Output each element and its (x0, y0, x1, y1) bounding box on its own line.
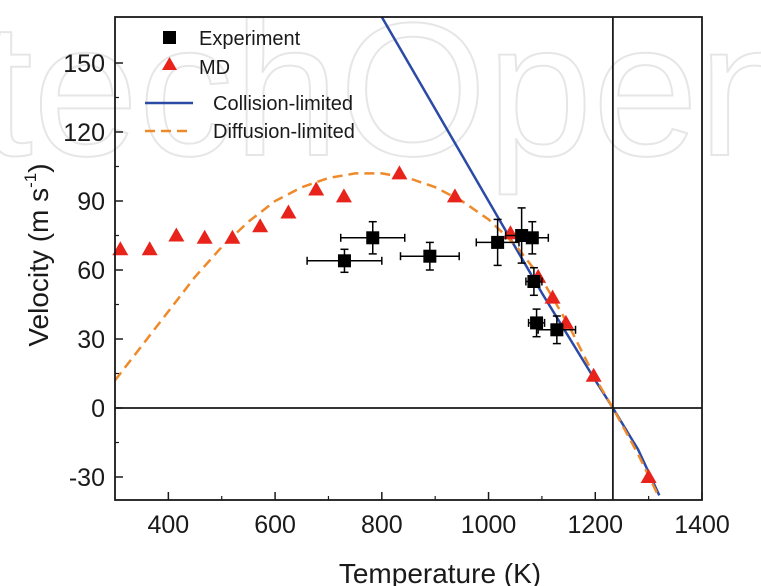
md-point-13 (544, 289, 561, 304)
legend-label-collision: Collision-limited (213, 93, 353, 115)
y-tick-label-3: 60 (77, 257, 105, 285)
x-tick-label-5: 1400 (674, 511, 730, 539)
plot-frame (114, 16, 703, 501)
experiment-point-1 (339, 220, 406, 255)
experiment-point-7 (527, 308, 546, 338)
md-point-15 (585, 367, 602, 382)
y-tick-label-6: 150 (63, 50, 105, 78)
experiment-point-8 (537, 315, 577, 345)
legend-label-diffusion: Diffusion-limited (213, 121, 355, 143)
md-point-4 (224, 229, 241, 244)
md-point-7 (308, 181, 325, 196)
md-point-3 (196, 229, 213, 244)
reference-lines (115, 17, 702, 500)
md-markers (112, 165, 657, 483)
experiment-point-5 (515, 220, 550, 255)
legend-marker-md (162, 57, 177, 70)
diffusion-limited-line (114, 172, 661, 499)
y-axis-title-close: ) (23, 163, 54, 172)
legend-label-experiment: Experiment (199, 28, 301, 50)
experiment-marker-7 (530, 316, 544, 330)
legend: Experiment MD Collision-limited Diffusio… (145, 28, 355, 143)
x-tick-label-0: 400 (148, 511, 190, 539)
md-point-5 (252, 218, 269, 233)
experiment-marker-4 (515, 229, 529, 242)
md-point-1 (141, 241, 158, 256)
axis-ticks: 400 600 800 1000 1200 1400 -30 0 30 60 90 120 150 (63, 50, 730, 539)
md-point-8 (335, 188, 352, 203)
md-point-16 (640, 469, 657, 483)
experiment-point-0 (306, 248, 383, 274)
collision-limited-line (380, 16, 661, 496)
experiment-marker-8 (550, 323, 564, 337)
x-tick-label-3: 1000 (461, 511, 517, 539)
md-point-6 (280, 204, 297, 219)
experiment-marker-0 (337, 254, 351, 268)
y-tick-label-4: 90 (77, 188, 105, 216)
experiment-marker-3 (491, 235, 505, 249)
legend-marker-experiment (163, 31, 176, 44)
md-point-9 (391, 165, 408, 180)
legend-label-md: MD (199, 57, 230, 79)
watermark-text: techOpen (0, 0, 761, 196)
y-tick-label-0: -30 (69, 464, 105, 492)
experiment-point-2 (399, 241, 460, 271)
x-axis-title: Temperature (K) (339, 558, 541, 586)
experiment-marker-5 (525, 231, 539, 245)
x-tick-label-2: 800 (361, 511, 403, 539)
md-point-0 (112, 241, 129, 256)
y-axis-title: Velocity (m s-1) (21, 163, 54, 346)
x-tick-label-4: 1200 (567, 511, 623, 539)
experiment-marker-6 (527, 275, 541, 288)
x-tick-label-1: 600 (254, 511, 296, 539)
y-tick-label-5: 120 (63, 119, 105, 147)
experiment-markers (306, 207, 577, 345)
series-lines (114, 16, 661, 499)
y-tick-label-1: 0 (91, 395, 105, 423)
y-axis-title-main: Velocity (m s (23, 188, 54, 347)
experiment-marker-2 (423, 249, 437, 263)
experiment-point-3 (475, 218, 520, 267)
y-axis-title-sup: -1 (21, 173, 40, 188)
md-point-2 (168, 227, 185, 242)
experiment-marker-1 (366, 231, 380, 245)
experiment-point-6 (525, 266, 543, 297)
md-point-10 (446, 188, 463, 203)
y-tick-label-2: 30 (77, 326, 105, 354)
